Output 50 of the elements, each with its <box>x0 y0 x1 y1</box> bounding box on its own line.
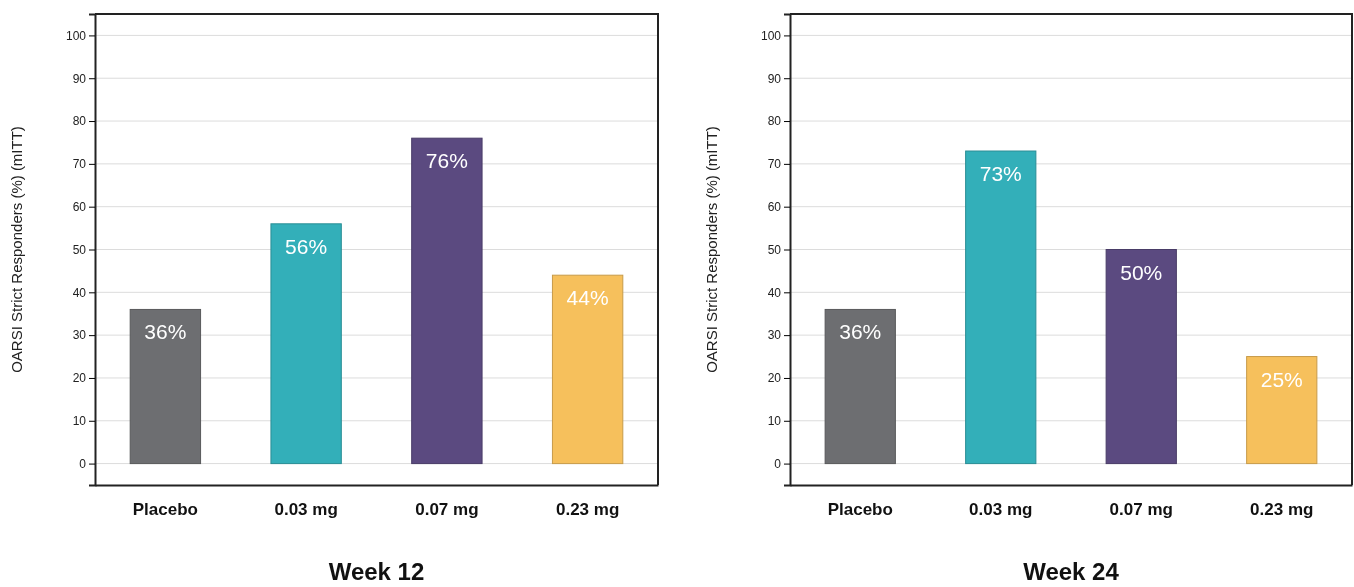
x-tick-label: 0.23 mg <box>555 500 620 520</box>
y-tick-label: 80 <box>72 114 87 129</box>
bar <box>129 308 202 465</box>
y-tick-label: 50 <box>767 242 782 257</box>
data-label: 50% <box>1120 260 1163 284</box>
y-tick-label: 10 <box>767 414 782 429</box>
y-axis-title: OARSI Strict Responders (%) (mITT) <box>703 126 720 373</box>
y-tick-label: 70 <box>72 157 87 172</box>
y-tick-label: 20 <box>72 371 87 386</box>
data-label: 36% <box>144 320 187 344</box>
bar <box>1246 356 1318 465</box>
y-tick-label: 100 <box>760 28 782 43</box>
x-tick-label: Placebo <box>132 500 198 520</box>
bar <box>551 274 624 465</box>
bar <box>411 137 483 465</box>
y-tick-label: 90 <box>72 71 87 86</box>
y-tick-label: 90 <box>767 71 782 86</box>
x-tick-label: Placebo <box>827 500 893 520</box>
y-tick-label: 30 <box>72 328 87 343</box>
y-tick-label: 20 <box>767 371 782 386</box>
text: Week 12 <box>328 558 425 585</box>
y-tick-label: 40 <box>72 285 87 300</box>
y-axis-title: OARSI Strict Responders (%) (mITT) <box>8 126 25 373</box>
bar <box>1105 249 1177 465</box>
x-tick-label: 0.07 mg <box>415 500 479 520</box>
bar <box>824 308 896 465</box>
x-tick-label: 0.03 mg <box>969 500 1033 520</box>
y-tick-label: 80 <box>767 114 782 129</box>
text: Week 24 <box>1023 558 1120 585</box>
y-tick-label: 30 <box>767 328 782 343</box>
bar <box>965 150 1037 465</box>
y-tick-label: 0 <box>79 456 87 471</box>
bar <box>270 223 342 465</box>
x-tick-label: 0.23 mg <box>1250 500 1314 520</box>
y-tick-label: 10 <box>72 414 87 429</box>
y-tick-label: 70 <box>767 157 782 172</box>
data-label: 36% <box>839 320 882 344</box>
x-tick-label: 0.07 mg <box>1109 500 1173 520</box>
data-label: 76% <box>425 149 468 173</box>
data-label: 56% <box>285 234 328 258</box>
data-label: 73% <box>979 162 1022 186</box>
data-label: 25% <box>1260 367 1303 391</box>
x-tick-label: 0.03 mg <box>274 500 338 520</box>
y-tick-label: 50 <box>72 242 87 257</box>
y-tick-label: 40 <box>767 285 782 300</box>
y-tick-label: 60 <box>767 200 782 215</box>
y-tick-label: 0 <box>774 456 782 471</box>
data-label: 44% <box>566 286 609 310</box>
y-tick-label: 100 <box>65 28 87 43</box>
y-tick-label: 60 <box>72 200 87 215</box>
